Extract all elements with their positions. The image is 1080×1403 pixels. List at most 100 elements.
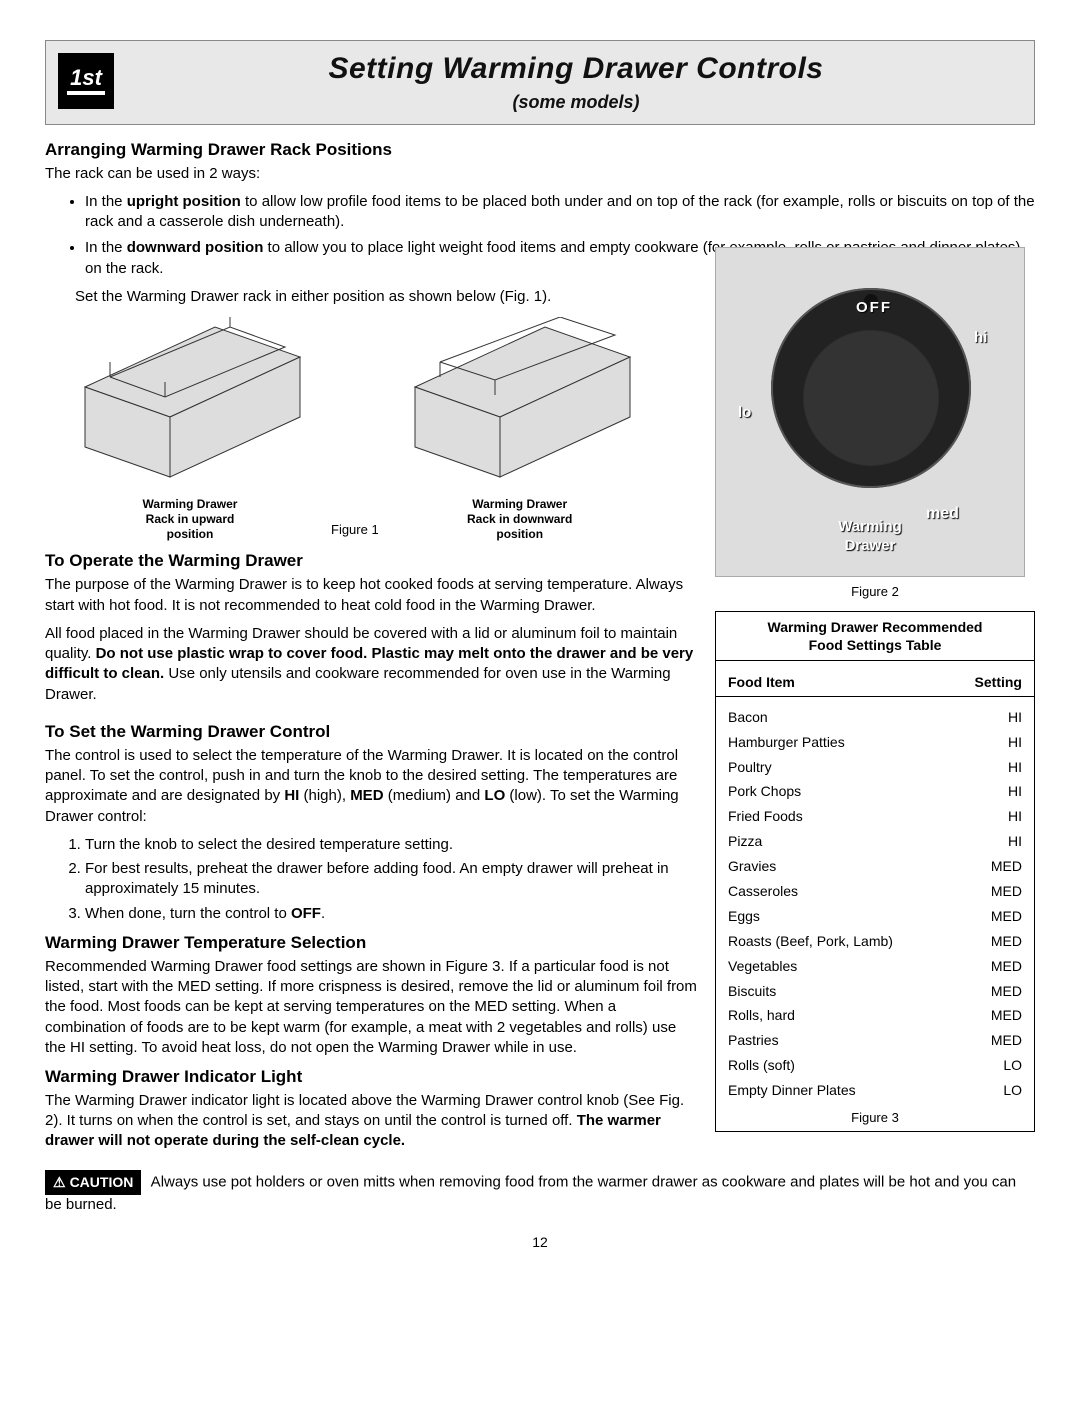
left-column: Set the Warming Drawer rack in either po… — [45, 287, 697, 1160]
header-band: 1st Setting Warming Drawer Controls (som… — [45, 40, 1035, 125]
cell-setting: HI — [952, 832, 1022, 851]
operate-p2: All food placed in the Warming Drawer sh… — [45, 624, 697, 705]
knob-name-l2: Drawer — [845, 537, 896, 554]
heading-arranging: Arranging Warming Drawer Rack Positions — [45, 139, 1035, 162]
cell-setting: MED — [952, 882, 1022, 901]
section1-intro: The rack can be used in 2 ways: — [45, 164, 1035, 184]
cell-setting: MED — [952, 982, 1022, 1001]
cell-setting: MED — [952, 857, 1022, 876]
cell-food-item: Pork Chops — [728, 782, 952, 801]
cell-setting: MED — [952, 932, 1022, 951]
heading-operate: To Operate the Warming Drawer — [45, 550, 697, 573]
caution-text: Always use pot holders or oven mitts whe… — [45, 1173, 1016, 1212]
caption-line: Rack in downward — [467, 512, 572, 526]
drawer-downward-svg — [405, 317, 635, 487]
knob-name-l1: Warming — [838, 518, 902, 535]
cell-food-item: Hamburger Patties — [728, 733, 952, 752]
cell-setting: MED — [952, 907, 1022, 926]
cell-food-item: Vegetables — [728, 957, 952, 976]
cell-food-item: Gravies — [728, 857, 952, 876]
drawer-upward: Warming Drawer Rack in upward position — [75, 317, 305, 542]
table-row: BiscuitsMED — [728, 979, 1022, 1004]
cell-food-item: Rolls, hard — [728, 1006, 952, 1025]
cell-food-item: Biscuits — [728, 982, 952, 1001]
drawer-upward-svg — [75, 317, 305, 487]
bold-text: HI — [284, 787, 299, 804]
cell-food-item: Rolls (soft) — [728, 1056, 952, 1075]
figure-1: Warming Drawer Rack in upward position F… — [75, 317, 697, 542]
page: 1st Setting Warming Drawer Controls (som… — [0, 0, 1080, 1403]
cell-food-item: Eggs — [728, 907, 952, 926]
table-row: VegetablesMED — [728, 954, 1022, 979]
bold-text: OFF — [291, 905, 321, 922]
col-food-item: Food Item — [728, 673, 952, 692]
set-control-steps: Turn the knob to select the desired temp… — [45, 835, 697, 924]
knob-name: Warming Drawer — [838, 518, 902, 556]
list-item: In the upright position to allow low pro… — [85, 192, 1035, 233]
figure-2-caption: Figure 2 — [715, 583, 1035, 601]
header-titles: Setting Warming Drawer Controls (some mo… — [130, 49, 1022, 114]
text: . — [321, 905, 325, 922]
caption-line: Rack in upward — [146, 512, 235, 526]
caution-badge: CAUTION — [45, 1170, 141, 1195]
drawer-downward: Warming Drawer Rack in downward position — [405, 317, 635, 542]
knob-label-lo: lo — [738, 403, 751, 423]
page-number: 12 — [45, 1233, 1035, 1252]
figure-3-caption: Figure 3 — [716, 1107, 1034, 1131]
page-title: Setting Warming Drawer Controls — [130, 49, 1022, 90]
table-body: BaconHIHamburger PattiesHIPoultryHIPork … — [716, 697, 1034, 1107]
table-row: PoultryHI — [728, 755, 1022, 780]
text: (high), — [299, 787, 350, 804]
table-row: Rolls, hardMED — [728, 1003, 1022, 1028]
figure-1-label: Figure 1 — [331, 521, 379, 539]
cell-food-item: Pizza — [728, 832, 952, 851]
first-icon-underline — [67, 91, 105, 95]
first-icon-text: 1st — [70, 67, 102, 89]
cell-setting: LO — [952, 1056, 1022, 1075]
list-item: Turn the knob to select the desired temp… — [85, 835, 697, 855]
title-line: Food Settings Table — [809, 637, 942, 653]
table-title: Warming Drawer Recommended Food Settings… — [716, 612, 1034, 661]
list-item: For best results, preheat the drawer bef… — [85, 859, 697, 900]
cell-setting: MED — [952, 1006, 1022, 1025]
cell-setting: HI — [952, 733, 1022, 752]
caption-line: Warming Drawer — [472, 497, 567, 511]
cell-food-item: Casseroles — [728, 882, 952, 901]
cell-setting: MED — [952, 957, 1022, 976]
table-header-row: Food Item Setting — [716, 661, 1034, 697]
caption-line: position — [167, 527, 214, 541]
cell-food-item: Empty Dinner Plates — [728, 1081, 952, 1100]
right-column: OFF hi lo med Warming Drawer Figure 2 Wa… — [715, 287, 1035, 1160]
text: (medium) and — [384, 787, 485, 804]
cell-setting: LO — [952, 1081, 1022, 1100]
table-row: BaconHI — [728, 705, 1022, 730]
list-item: When done, turn the control to OFF. — [85, 904, 697, 924]
col-setting: Setting — [952, 673, 1022, 692]
cell-setting: HI — [952, 708, 1022, 727]
cell-setting: MED — [952, 1031, 1022, 1050]
table-row: EggsMED — [728, 904, 1022, 929]
table-row: Roasts (Beef, Pork, Lamb)MED — [728, 929, 1022, 954]
bold-text: downward position — [127, 239, 264, 256]
text: In the — [85, 193, 127, 210]
table-row: PastriesMED — [728, 1028, 1022, 1053]
table-row: CasserolesMED — [728, 879, 1022, 904]
knob-label-hi: hi — [974, 328, 987, 348]
caption-line: position — [496, 527, 543, 541]
cell-food-item: Pastries — [728, 1031, 952, 1050]
content-columns: Set the Warming Drawer rack in either po… — [45, 287, 1035, 1160]
table-row: PizzaHI — [728, 829, 1022, 854]
cell-setting: HI — [952, 758, 1022, 777]
heading-indicator-light: Warming Drawer Indicator Light — [45, 1066, 697, 1089]
table-row: GraviesMED — [728, 854, 1022, 879]
bold-text: upright position — [127, 193, 241, 210]
set-control-p1: The control is used to select the temper… — [45, 746, 697, 827]
drawer-caption: Warming Drawer Rack in downward position — [405, 497, 635, 542]
cell-food-item: Fried Foods — [728, 807, 952, 826]
drawer-caption: Warming Drawer Rack in upward position — [75, 497, 305, 542]
heading-set-control: To Set the Warming Drawer Control — [45, 721, 697, 744]
text: When done, turn the control to — [85, 905, 291, 922]
title-line: Warming Drawer Recommended — [768, 619, 983, 635]
table-row: Fried FoodsHI — [728, 804, 1022, 829]
knob-label-off: OFF — [856, 298, 892, 318]
